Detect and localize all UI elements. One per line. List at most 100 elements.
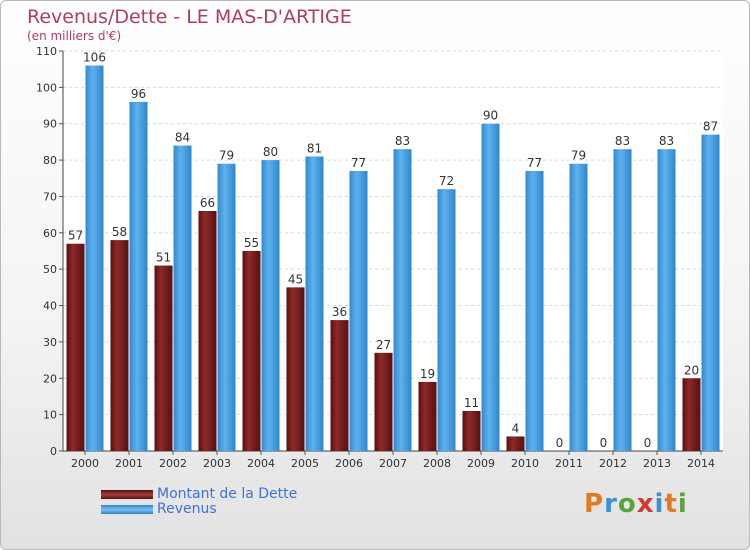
chart-title: Revenus/Dette - LE MAS-D'ARTIGE — [27, 6, 352, 28]
bar-revenus — [657, 149, 676, 451]
y-tick-label: 90 — [43, 118, 57, 131]
x-tick-label: 2001 — [115, 457, 143, 470]
x-tick-label: 2005 — [291, 457, 319, 470]
proxiti-logo: Proxiti — [584, 489, 688, 519]
logo-letter: t — [664, 489, 678, 519]
bar-revenus — [525, 171, 544, 451]
logo-letter: r — [604, 489, 618, 519]
data-label-dette: 4 — [512, 421, 520, 435]
legend-label-dette: Montant de la Dette — [157, 486, 298, 502]
data-label-revenus: 90 — [483, 109, 498, 123]
data-label-dette: 0 — [600, 436, 608, 450]
x-tick-label: 2010 — [511, 457, 539, 470]
y-tick-label: 80 — [43, 154, 57, 167]
data-label-dette: 11 — [464, 396, 479, 410]
x-tick-label: 2011 — [555, 457, 583, 470]
legend-label-revenus: Revenus — [157, 501, 217, 517]
logo-letter: o — [617, 489, 637, 519]
legend-swatch-dette — [101, 490, 153, 499]
x-tick-label: 2014 — [687, 457, 715, 470]
data-label-dette: 51 — [156, 251, 171, 265]
bar-revenus — [129, 101, 148, 451]
y-tick-label: 110 — [36, 45, 57, 58]
bar-dette — [418, 381, 437, 451]
bar-revenus — [261, 160, 280, 451]
y-tick-label: 60 — [43, 227, 57, 240]
y-tick-label: 40 — [43, 300, 57, 313]
x-tick-label: 2002 — [159, 457, 187, 470]
data-label-revenus: 83 — [659, 134, 674, 148]
data-label-revenus: 83 — [395, 134, 410, 148]
bar-revenus — [173, 145, 192, 451]
bar-revenus — [349, 171, 368, 451]
plot-area — [63, 51, 723, 451]
data-label-dette: 36 — [332, 305, 347, 319]
data-label-revenus: 72 — [439, 174, 454, 188]
x-tick-label: 2009 — [467, 457, 495, 470]
y-tick-label: 70 — [43, 190, 57, 203]
logo-letter: P — [584, 489, 605, 519]
bar-dette — [506, 436, 525, 451]
bar-dette — [154, 265, 173, 451]
data-label-dette: 55 — [244, 236, 259, 250]
logo-letter: x — [636, 489, 655, 519]
data-label-revenus: 77 — [527, 156, 542, 170]
logo-letter: i — [654, 489, 665, 519]
data-label-revenus: 79 — [219, 149, 234, 163]
data-label-dette: 0 — [556, 436, 564, 450]
x-tick-label: 2004 — [247, 457, 275, 470]
y-tick-label: 10 — [43, 409, 57, 422]
bar-revenus — [481, 123, 500, 452]
data-label-dette: 58 — [112, 225, 127, 239]
x-tick-label: 2008 — [423, 457, 451, 470]
data-label-dette: 66 — [200, 196, 215, 210]
data-label-dette: 27 — [376, 338, 391, 352]
data-label-revenus: 80 — [263, 145, 278, 159]
y-tick-label: 30 — [43, 336, 57, 349]
x-tick-label: 2013 — [643, 457, 671, 470]
data-label-revenus: 79 — [571, 149, 586, 163]
data-label-revenus: 87 — [703, 120, 718, 134]
y-tick-label: 20 — [43, 372, 57, 385]
bar-dette — [682, 378, 701, 451]
x-tick-label: 2000 — [71, 457, 99, 470]
data-label-dette: 0 — [644, 436, 652, 450]
data-label-dette: 19 — [420, 367, 435, 381]
y-tick-label: 50 — [43, 263, 57, 276]
data-label-revenus: 84 — [175, 131, 190, 145]
bar-dette — [374, 352, 393, 451]
bar-revenus — [437, 189, 456, 451]
data-label-revenus: 96 — [131, 87, 146, 101]
bar-revenus — [701, 134, 720, 452]
y-tick-label: 0 — [50, 445, 57, 458]
logo-letter: i — [677, 489, 688, 519]
bar-dette — [330, 320, 349, 451]
bar-revenus — [393, 149, 412, 451]
bar-dette — [242, 251, 261, 451]
data-label-dette: 20 — [684, 363, 699, 377]
data-label-dette: 57 — [68, 229, 83, 243]
bar-dette — [198, 211, 217, 451]
bar-dette — [462, 411, 481, 451]
bar-revenus — [217, 163, 236, 451]
data-label-revenus: 77 — [351, 156, 366, 170]
data-label-revenus: 83 — [615, 134, 630, 148]
data-label-revenus: 81 — [307, 141, 322, 155]
x-tick-label: 2003 — [203, 457, 231, 470]
legend-swatch-revenus — [101, 505, 153, 514]
bar-dette — [66, 243, 85, 451]
bar-revenus — [569, 163, 588, 451]
bar-revenus — [305, 156, 324, 452]
chart-subtitle: (en milliers d'€) — [27, 29, 122, 43]
x-tick-label: 2006 — [335, 457, 363, 470]
y-tick-label: 100 — [36, 81, 57, 94]
x-tick-label: 2007 — [379, 457, 407, 470]
bar-dette — [286, 287, 305, 451]
bar-dette — [110, 240, 129, 451]
data-label-revenus: 106 — [83, 51, 106, 65]
bar-revenus — [613, 149, 632, 451]
data-label-dette: 45 — [288, 272, 303, 286]
bar-revenus — [85, 65, 104, 451]
